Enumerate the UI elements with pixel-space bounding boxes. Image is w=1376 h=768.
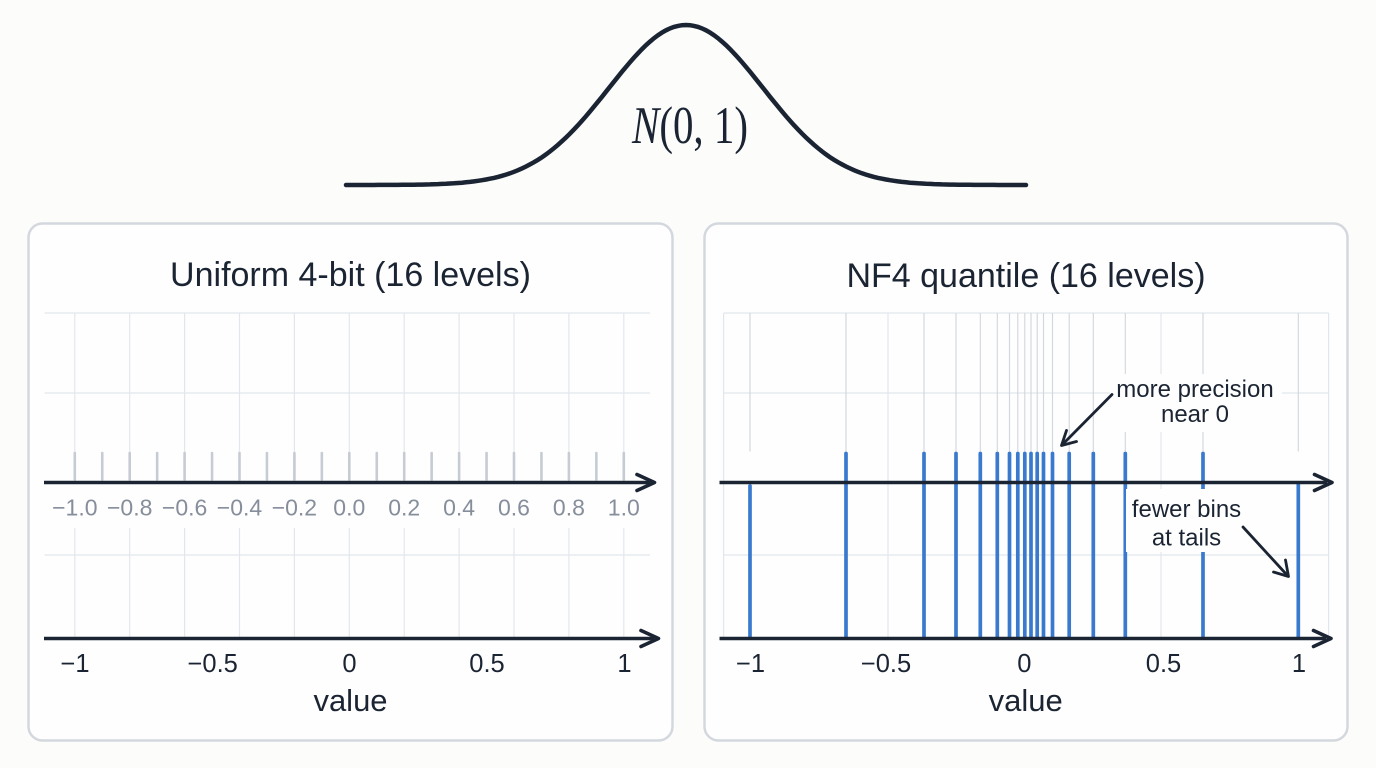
svg-text:0.5: 0.5 <box>469 650 504 678</box>
svg-text:0: 0 <box>342 650 356 678</box>
svg-text:−0.5: −0.5 <box>188 650 238 678</box>
svg-text:0.4: 0.4 <box>443 495 475 521</box>
svg-text:fewer bins: fewer bins <box>1132 496 1241 523</box>
svg-text:at tails: at tails <box>1152 525 1221 552</box>
svg-text:near 0: near 0 <box>1161 401 1229 428</box>
svg-text:1: 1 <box>617 650 631 678</box>
svg-text:0.8: 0.8 <box>553 495 585 521</box>
svg-text:−0.6: −0.6 <box>162 495 207 521</box>
svg-text:−1: −1 <box>736 650 765 678</box>
svg-text:−0.4: −0.4 <box>217 495 263 521</box>
svg-text:0.6: 0.6 <box>498 495 530 521</box>
svg-text:−0.8: −0.8 <box>107 495 152 521</box>
svg-text:0.2: 0.2 <box>388 495 420 521</box>
svg-text:NF4 quantile (16 levels): NF4 quantile (16 levels) <box>846 257 1205 295</box>
svg-text:N(0, 1): N(0, 1) <box>631 97 748 155</box>
svg-text:0.0: 0.0 <box>333 495 365 521</box>
svg-text:−1: −1 <box>60 650 89 678</box>
svg-text:value: value <box>989 683 1063 718</box>
svg-text:1.0: 1.0 <box>608 495 640 521</box>
svg-text:0: 0 <box>1017 650 1031 678</box>
svg-text:1: 1 <box>1292 650 1306 678</box>
svg-text:−0.5: −0.5 <box>861 650 911 678</box>
svg-text:value: value <box>313 683 387 718</box>
svg-text:0.5: 0.5 <box>1146 650 1181 678</box>
svg-text:−0.2: −0.2 <box>272 495 317 521</box>
svg-text:Uniform 4-bit (16 levels): Uniform 4-bit (16 levels) <box>170 256 531 294</box>
svg-text:−1.0: −1.0 <box>52 495 97 521</box>
svg-text:more precision: more precision <box>1116 376 1273 403</box>
